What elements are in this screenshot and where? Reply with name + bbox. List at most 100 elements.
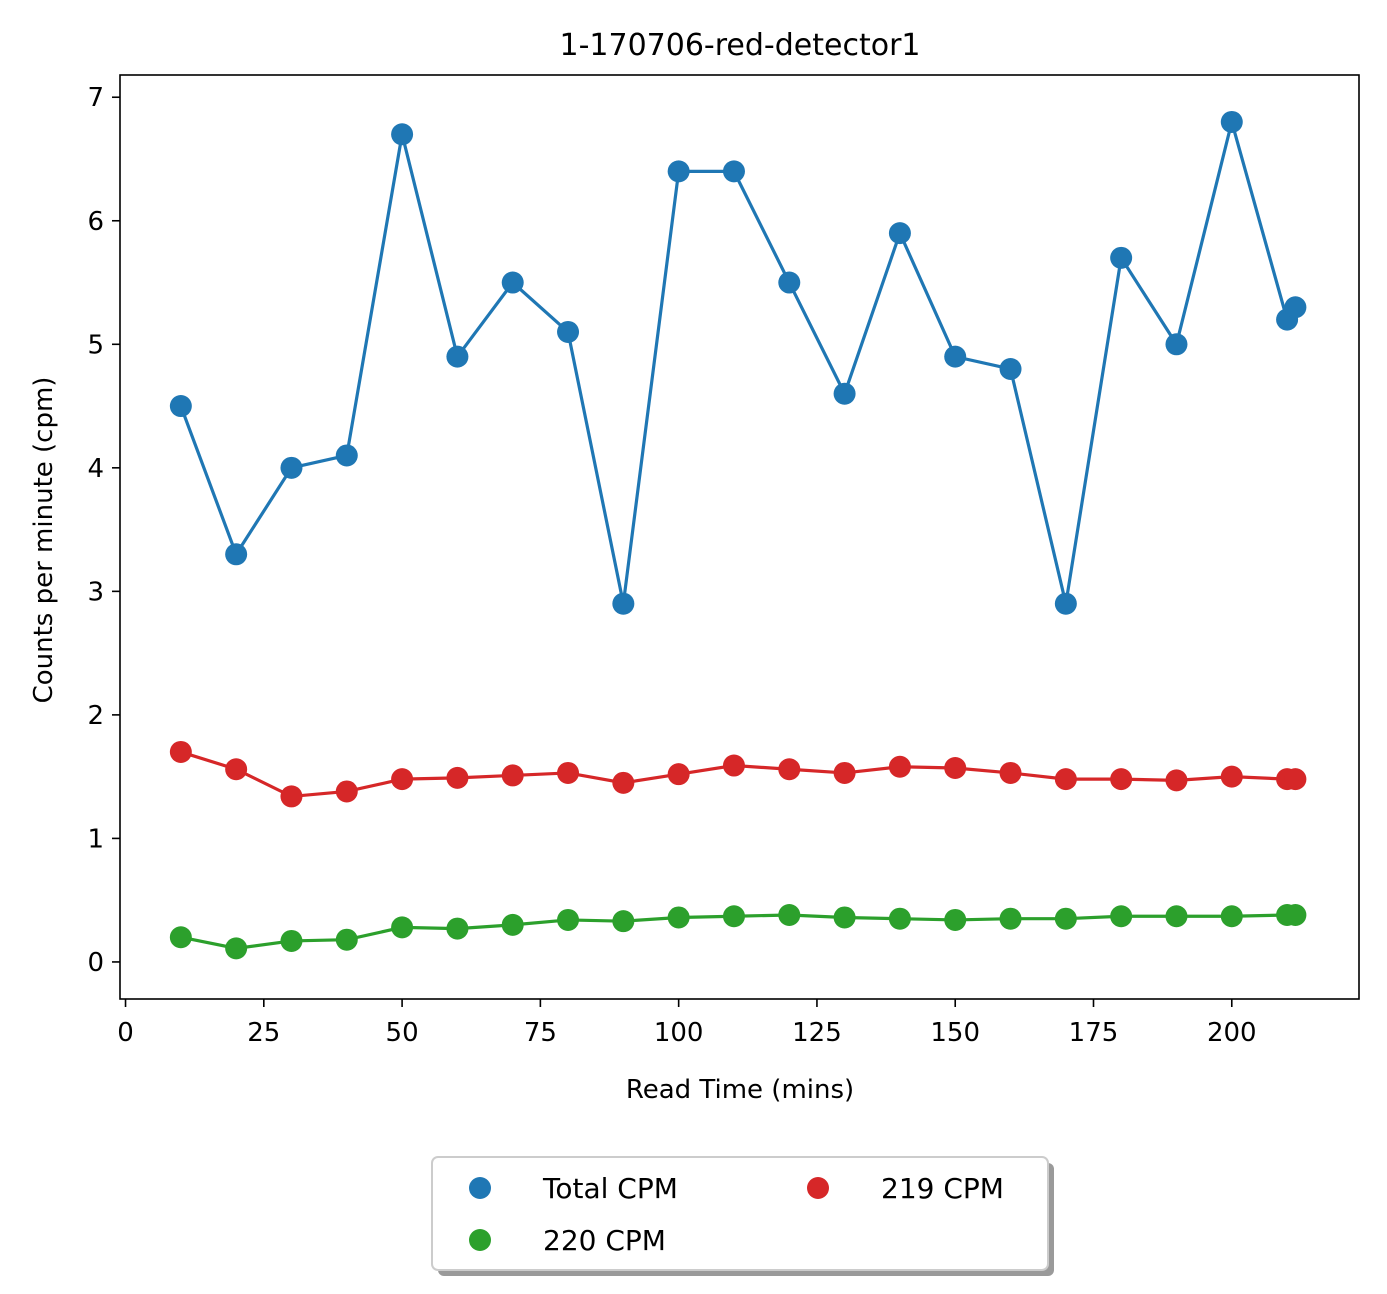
legend-label: Total CPM: [542, 1172, 678, 1205]
chart-title: 1-170706-red-detector1: [559, 28, 920, 63]
data-point: [1284, 768, 1307, 791]
data-point: [667, 763, 690, 786]
data-point: [1110, 246, 1133, 269]
y-tick-label: 2: [87, 701, 104, 731]
legend: Total CPM 220 CPM 219 CPM: [431, 1156, 1054, 1276]
data-point: [446, 766, 469, 789]
data-point: [1220, 905, 1243, 928]
plot-area: 0 25 50 75 100 125 150 175 200 0 1 2 3 4 5 6 7: [87, 74, 1360, 1048]
data-point: [557, 320, 580, 343]
x-tick-label: 25: [247, 1018, 280, 1048]
series-total-cpm: [169, 110, 1307, 615]
data-point: [1054, 768, 1077, 791]
series-220-cpm: [169, 904, 1307, 960]
data-point: [944, 757, 967, 779]
data-point: [280, 929, 303, 952]
data-point: [391, 916, 414, 939]
data-point: [999, 761, 1022, 784]
data-point: [999, 358, 1022, 380]
data-point: [557, 761, 580, 784]
y-tick-label: 6: [87, 207, 104, 237]
data-point: [557, 908, 580, 931]
legend-label: 220 CPM: [543, 1224, 666, 1257]
data-point: [1220, 765, 1243, 788]
data-point: [1110, 905, 1133, 928]
legend-marker: [807, 1177, 829, 1199]
data-point: [1054, 592, 1077, 615]
data-point: [446, 917, 469, 940]
series-line: [179, 115, 1297, 605]
data-point: [722, 754, 745, 777]
data-point: [1284, 296, 1307, 319]
legend-label: 219 CPM: [881, 1172, 1004, 1205]
data-point: [225, 543, 248, 566]
y-axis-label: Counts per minute (cpm): [29, 377, 59, 704]
data-point: [612, 771, 635, 794]
y-tick-label: 4: [87, 454, 104, 484]
data-point: [944, 908, 967, 931]
x-tick-label: 50: [386, 1018, 419, 1048]
x-tick-label: 150: [930, 1018, 980, 1048]
data-point: [888, 222, 911, 245]
x-axis-label: Read Time (mins): [626, 1075, 854, 1105]
x-tick-label: 125: [792, 1018, 842, 1048]
x-tick-label: 0: [117, 1018, 134, 1048]
y-tick-label: 3: [87, 577, 104, 607]
series-line: [180, 913, 1296, 950]
data-point: [280, 456, 303, 479]
data-point: [335, 444, 358, 467]
data-point: [335, 780, 358, 803]
data-point: [335, 928, 358, 951]
data-point: [280, 785, 303, 808]
data-point: [667, 160, 690, 183]
y-tick-label: 5: [87, 330, 104, 360]
data-point: [391, 123, 414, 146]
series-219-cpm: [169, 740, 1307, 808]
data-point: [612, 910, 635, 933]
data-point: [501, 764, 524, 787]
data-point: [169, 740, 192, 763]
data-point: [1220, 110, 1243, 133]
legend-marker: [469, 1177, 491, 1199]
data-point: [722, 160, 745, 183]
data-point: [169, 395, 192, 418]
data-point: [944, 345, 967, 368]
data-point: [225, 758, 248, 781]
y-tick-label: 7: [87, 83, 104, 113]
data-point: [169, 926, 192, 949]
data-point: [1054, 907, 1077, 930]
data-point: [999, 907, 1022, 930]
axes-frame: [119, 74, 1360, 1000]
x-tick-label: 75: [524, 1018, 557, 1048]
data-point: [391, 768, 414, 791]
data-point: [888, 755, 911, 778]
data-point: [722, 905, 745, 928]
x-tick-label: 200: [1207, 1018, 1257, 1048]
legend-box: [431, 1156, 1049, 1271]
series-line: [180, 750, 1296, 799]
data-point: [1284, 904, 1307, 926]
y-tick-label: 0: [87, 948, 104, 978]
data-point: [1110, 768, 1133, 791]
data-point: [1165, 333, 1188, 356]
data-point: [888, 907, 911, 930]
data-point: [778, 904, 801, 926]
data-point: [833, 906, 856, 929]
data-point: [612, 592, 635, 615]
legend-marker: [469, 1229, 491, 1251]
data-point: [1165, 769, 1188, 792]
x-tick-label: 175: [1069, 1018, 1119, 1048]
data-point: [833, 761, 856, 784]
data-point: [778, 271, 801, 294]
data-point: [446, 345, 469, 368]
data-point: [225, 937, 248, 960]
data-point: [833, 382, 856, 405]
y-tick-label: 1: [87, 824, 104, 854]
data-point: [778, 758, 801, 781]
data-point: [501, 271, 524, 294]
data-point: [501, 913, 524, 936]
x-tick-label: 100: [654, 1018, 704, 1048]
data-point: [667, 906, 690, 929]
data-point: [1165, 905, 1188, 928]
